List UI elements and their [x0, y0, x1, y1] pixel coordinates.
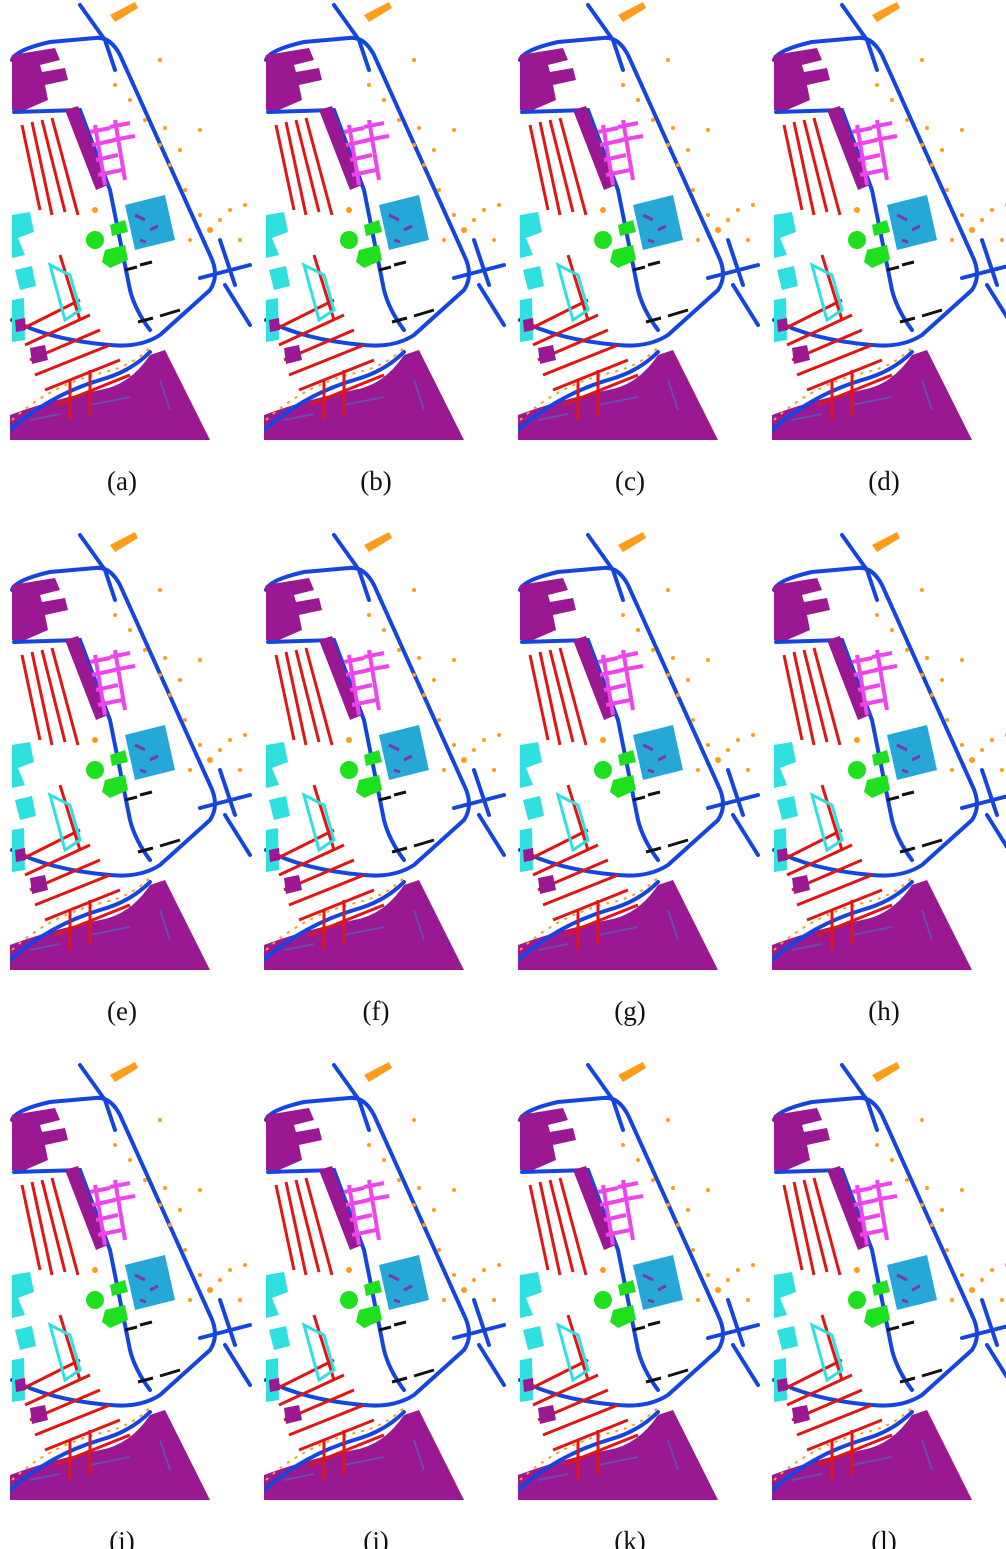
classification-map [518, 1062, 758, 1500]
classification-map [264, 532, 504, 970]
panel-label: (c) [615, 466, 645, 496]
panel-label: (a) [107, 466, 137, 496]
classification-map [264, 2, 504, 440]
panel-label: (j) [363, 1526, 388, 1549]
figure: (a) (b) (c) (d) (e) (f) (g) (h) (i) (j) (k) (l) [0, 0, 1006, 1549]
panel-label: (l) [871, 1526, 896, 1549]
classification-map [772, 1062, 1006, 1500]
classification-map [772, 2, 1006, 440]
panel-label: (f) [363, 996, 390, 1026]
classification-map [772, 532, 1006, 970]
panel-label: (b) [360, 466, 391, 496]
classification-map [518, 2, 758, 440]
panel-label: (e) [107, 996, 137, 1026]
panel-label: (i) [109, 1526, 134, 1549]
classification-map [10, 532, 250, 970]
classification-map [10, 1062, 250, 1500]
panel-label: (h) [868, 996, 899, 1026]
classification-map [264, 1062, 504, 1500]
classification-map [518, 532, 758, 970]
panel-label: (d) [868, 466, 899, 496]
panel-label: (k) [614, 1526, 645, 1549]
classification-map [10, 2, 250, 440]
panel-label: (g) [614, 996, 645, 1026]
